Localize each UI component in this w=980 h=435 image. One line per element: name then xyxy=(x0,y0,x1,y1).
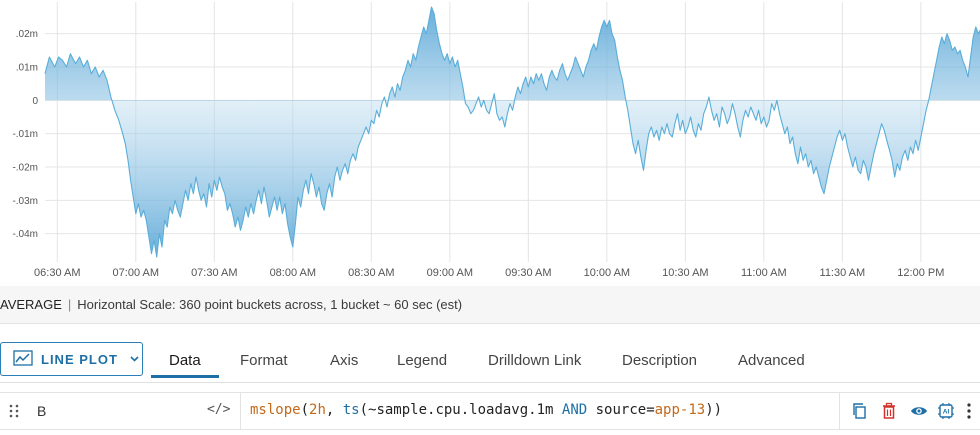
code-toggle-icon[interactable]: </> xyxy=(207,402,231,417)
info-separator: | xyxy=(67,297,72,312)
query-operator-and: AND xyxy=(561,402,588,418)
chevron-down-icon xyxy=(130,354,139,365)
y-tick-label: .02m xyxy=(16,29,38,40)
query-token: (~sample.cpu.loadavg.1m xyxy=(359,402,562,418)
x-axis: 06:30 AM 07:00 AM 07:30 AM 08:00 AM 08:30 AM… xyxy=(34,267,944,279)
divider xyxy=(240,393,241,429)
tab-description[interactable]: Description xyxy=(622,352,698,369)
line-chart[interactable]: .02m .01m 0 -.01m -.02m -.03m -.04m 06:30 AM 07… xyxy=(0,0,980,286)
y-tick-label: -.03m xyxy=(12,196,38,207)
chart-fill xyxy=(45,7,980,257)
query-fn-ts: ts xyxy=(342,402,360,418)
line-chart-icon xyxy=(13,349,33,369)
query-token: )) xyxy=(705,402,723,418)
eye-icon[interactable] xyxy=(910,402,928,420)
svg-text:AI: AI xyxy=(943,409,950,416)
tab-legend[interactable]: Legend xyxy=(397,352,448,369)
chart-type-label: LINE PLOT xyxy=(41,351,118,367)
horizontal-scale-text: Horizontal Scale: 360 point buckets acro… xyxy=(77,297,463,312)
query-arg-window: 2h xyxy=(309,402,326,418)
x-tick-label: 12:00 PM xyxy=(897,267,944,279)
x-tick-label: 11:00 AM xyxy=(741,267,787,279)
divider xyxy=(839,393,840,429)
query-fn-mslope: mslope xyxy=(250,402,301,418)
y-tick-label: -.02m xyxy=(12,163,38,174)
x-tick-label: 08:00 AM xyxy=(270,267,316,279)
y-tick-label: .01m xyxy=(16,63,38,74)
x-tick-label: 10:00 AM xyxy=(584,267,630,279)
x-tick-label: 06:30 AM xyxy=(34,267,80,279)
tab-advanced[interactable]: Advanced xyxy=(738,352,805,369)
chart-type-dropdown[interactable]: LINE PLOT xyxy=(0,342,143,376)
aggregation-label: AVERAGE xyxy=(0,297,62,312)
query-token: ( xyxy=(300,402,310,418)
info-bar: AVERAGE | Horizontal Scale: 360 point buck… xyxy=(0,286,980,324)
chart-editor-toolbar: LINE PLOT Data Format Axis Legend Drilld… xyxy=(0,324,980,383)
query-source-value: app-13 xyxy=(654,402,706,418)
x-tick-label: 09:00 AM xyxy=(427,267,473,279)
x-tick-label: 07:00 AM xyxy=(113,267,159,279)
query-label[interactable]: B xyxy=(37,403,47,419)
query-token: source= xyxy=(587,402,655,418)
y-axis: .02m .01m 0 -.01m -.02m -.03m -.04m xyxy=(12,29,38,240)
tab-axis[interactable]: Axis xyxy=(330,352,359,369)
tab-data[interactable]: Data xyxy=(169,352,201,369)
y-tick-label: 0 xyxy=(32,96,38,107)
active-tab-indicator xyxy=(151,375,219,378)
tab-format[interactable]: Format xyxy=(240,352,288,369)
x-tick-label: 10:30 AM xyxy=(662,267,708,279)
x-tick-label: 11:30 AM xyxy=(820,267,866,279)
y-tick-label: -.04m xyxy=(12,229,38,240)
ai-icon[interactable]: AI xyxy=(937,402,955,420)
y-tick-label: -.01m xyxy=(12,129,38,140)
chart-grid xyxy=(45,2,980,262)
query-token: , xyxy=(325,402,343,418)
x-tick-label: 09:30 AM xyxy=(505,267,551,279)
query-input[interactable]: mslope(2h, ts(~sample.cpu.loadavg.1m AND… xyxy=(250,402,722,418)
copy-icon[interactable] xyxy=(851,402,869,420)
x-tick-label: 07:30 AM xyxy=(191,267,237,279)
tab-drilldown-link[interactable]: Drilldown Link xyxy=(488,352,582,369)
series-line[interactable] xyxy=(44,6,980,258)
delete-icon[interactable] xyxy=(880,402,898,420)
chart-lines xyxy=(44,6,980,258)
chart-area[interactable]: .02m .01m 0 -.01m -.02m -.03m -.04m 06:30 AM 07… xyxy=(0,0,980,286)
drag-handle-icon[interactable] xyxy=(9,404,19,421)
more-icon[interactable] xyxy=(966,402,976,420)
query-row: B </> mslope(2h, ts(~sample.cpu.loadavg.… xyxy=(0,392,980,430)
area-fill-negative xyxy=(112,101,929,257)
x-tick-label: 08:30 AM xyxy=(348,267,394,279)
